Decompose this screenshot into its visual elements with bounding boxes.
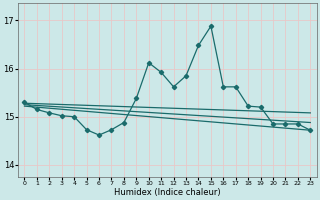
X-axis label: Humidex (Indice chaleur): Humidex (Indice chaleur) bbox=[114, 188, 221, 197]
